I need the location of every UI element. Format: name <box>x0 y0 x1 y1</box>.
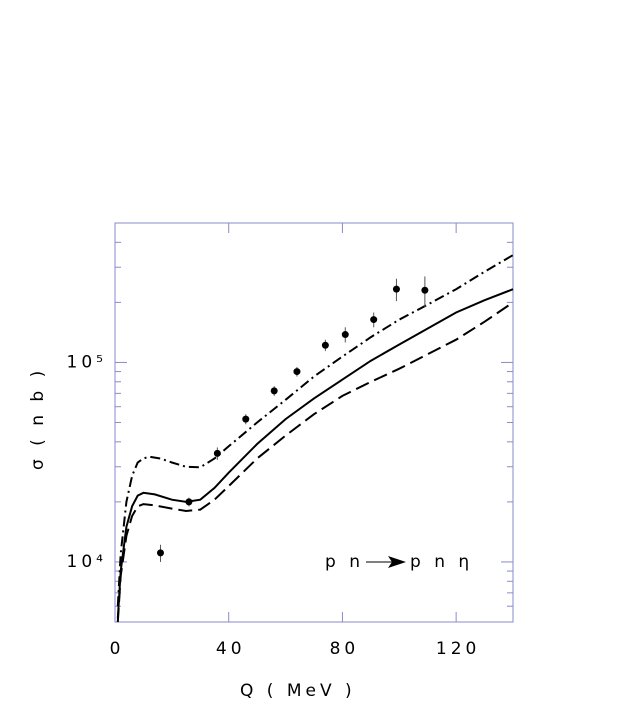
data-point <box>242 415 250 423</box>
x-tick-label: 0 <box>110 639 125 659</box>
data-point <box>185 498 193 506</box>
y-tick-label: 10⁵ <box>67 352 107 372</box>
data-point <box>421 286 429 294</box>
annotation-left: p n <box>325 552 364 572</box>
curve-dashdot <box>116 254 514 607</box>
x-tick-label: 120 <box>436 639 480 659</box>
curve-solid <box>116 288 514 619</box>
annotation-right: p n η <box>410 552 473 572</box>
data-point <box>156 549 164 557</box>
reaction-arrowhead <box>388 556 406 568</box>
y-tick-label: 10⁴ <box>67 552 107 572</box>
data-point <box>270 387 278 395</box>
data-point <box>370 316 378 324</box>
data-point <box>392 285 400 293</box>
data-point <box>341 331 349 339</box>
data-point <box>213 449 221 457</box>
y-axis-label: σ ( n b ) <box>28 367 48 470</box>
x-axis-label: Q ( MeV ) <box>240 681 356 701</box>
x-tick-label: 40 <box>216 639 246 659</box>
data-point <box>293 368 301 376</box>
x-tick-label: 80 <box>330 639 360 659</box>
curve-dashed <box>116 301 514 623</box>
data-point <box>321 341 329 349</box>
